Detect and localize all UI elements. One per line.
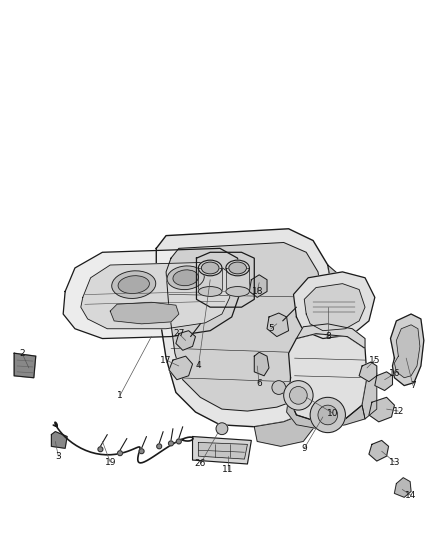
Ellipse shape <box>198 287 222 296</box>
Polygon shape <box>169 356 193 379</box>
Ellipse shape <box>229 262 247 274</box>
Polygon shape <box>293 272 375 338</box>
Text: 9: 9 <box>301 444 307 453</box>
Polygon shape <box>156 229 338 427</box>
Ellipse shape <box>226 287 249 296</box>
Text: 16: 16 <box>389 369 400 378</box>
Circle shape <box>139 449 144 454</box>
Circle shape <box>177 439 181 444</box>
Polygon shape <box>198 268 222 292</box>
Polygon shape <box>395 478 411 497</box>
Text: 17: 17 <box>160 356 172 365</box>
Circle shape <box>284 381 313 410</box>
Ellipse shape <box>167 266 204 289</box>
Polygon shape <box>166 243 326 411</box>
Ellipse shape <box>173 270 198 286</box>
Polygon shape <box>63 248 240 338</box>
Polygon shape <box>267 313 289 336</box>
Polygon shape <box>289 334 367 422</box>
Polygon shape <box>110 302 179 324</box>
Text: 6: 6 <box>256 379 262 388</box>
Text: 26: 26 <box>195 459 206 469</box>
Ellipse shape <box>201 262 219 274</box>
Circle shape <box>318 405 338 425</box>
Ellipse shape <box>198 260 222 276</box>
Polygon shape <box>369 397 395 422</box>
Polygon shape <box>395 325 420 378</box>
Polygon shape <box>81 262 230 329</box>
Polygon shape <box>375 372 392 391</box>
Polygon shape <box>369 440 389 461</box>
Ellipse shape <box>226 260 249 276</box>
Polygon shape <box>359 362 377 382</box>
Polygon shape <box>226 268 249 292</box>
Polygon shape <box>14 353 36 378</box>
Polygon shape <box>308 265 347 412</box>
Text: 1: 1 <box>117 391 123 400</box>
Text: 18: 18 <box>251 287 263 296</box>
Polygon shape <box>362 373 377 419</box>
Text: 13: 13 <box>389 457 400 466</box>
Text: 3: 3 <box>55 451 61 461</box>
Polygon shape <box>193 437 251 464</box>
Polygon shape <box>286 397 365 429</box>
Polygon shape <box>297 324 365 349</box>
Polygon shape <box>254 412 316 446</box>
Text: 2: 2 <box>19 349 25 358</box>
Circle shape <box>98 447 103 452</box>
Text: 19: 19 <box>105 457 116 466</box>
Text: 12: 12 <box>392 407 404 416</box>
Text: 15: 15 <box>369 356 381 365</box>
Polygon shape <box>198 442 247 459</box>
Circle shape <box>290 386 307 404</box>
Circle shape <box>216 423 228 434</box>
Circle shape <box>310 397 346 433</box>
Polygon shape <box>249 275 267 297</box>
Text: 27: 27 <box>173 329 184 338</box>
Text: 4: 4 <box>196 361 201 370</box>
Polygon shape <box>176 330 195 350</box>
Text: 5: 5 <box>268 324 274 333</box>
Circle shape <box>157 444 162 449</box>
Circle shape <box>272 381 286 394</box>
Polygon shape <box>304 284 365 330</box>
Ellipse shape <box>118 276 149 294</box>
Ellipse shape <box>112 271 156 298</box>
Text: 14: 14 <box>406 491 417 500</box>
Circle shape <box>169 441 173 446</box>
Circle shape <box>117 451 123 456</box>
Text: 11: 11 <box>222 465 233 474</box>
Polygon shape <box>51 432 67 448</box>
Text: 10: 10 <box>327 408 339 417</box>
Text: 8: 8 <box>325 332 331 341</box>
Polygon shape <box>391 314 424 385</box>
Text: 7: 7 <box>410 381 416 390</box>
Polygon shape <box>254 352 269 376</box>
